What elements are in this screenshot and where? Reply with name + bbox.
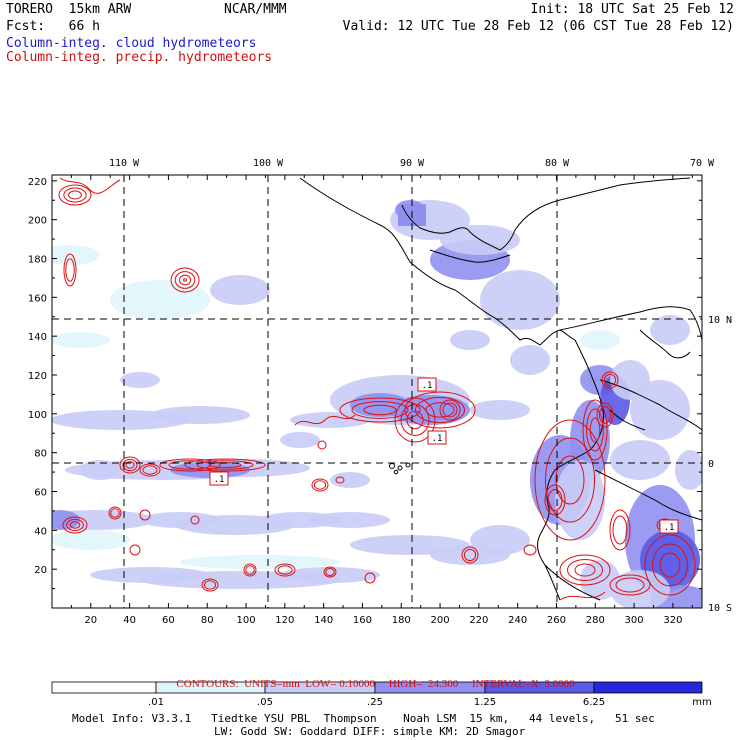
colorbar-units: mm	[692, 697, 711, 708]
longitude-label: 80 W	[545, 158, 570, 169]
longitude-label: 70 W	[690, 158, 715, 169]
contour-labels: .1 .1 .1 .1	[209, 377, 679, 534]
y-grid-labels: 20 40 60 80 100 120 140 160 180 200 220	[28, 177, 47, 576]
y-label: 140	[28, 332, 47, 343]
x-label: 20	[84, 615, 97, 626]
precip-hydrometeor-contours	[58, 177, 696, 601]
y-label: 20	[34, 565, 47, 576]
contour-label-text: .1	[432, 434, 443, 444]
model-info-line2: LW: Godd SW: Goddard DIFF: simple KM: 2D…	[214, 725, 526, 738]
colorbar-tick-label: .01	[148, 697, 164, 708]
legend-cloud-label: Column-integ. cloud hydrometeors	[6, 36, 257, 51]
latitude-labels: 10 N 0 10 S	[708, 315, 732, 614]
x-grid-labels: 20 40 60 80 100 120 140 160 180 200 220 240 260 280 30…	[84, 615, 682, 626]
longitude-label: 90 W	[400, 158, 425, 169]
model-info-line1: Model Info: V3.3.1 Tiedtke YSU PBL Thomp…	[72, 712, 655, 725]
y-label: 160	[28, 293, 47, 304]
org-label: NCAR/MMM	[224, 2, 287, 17]
plot-border	[51, 174, 703, 609]
x-label: 40	[123, 615, 136, 626]
x-label: 300	[625, 615, 644, 626]
color-scale-labels: .01 .05 .25 1.25 6.25 mm	[148, 697, 712, 708]
color-scale-bar	[51, 681, 703, 694]
contour-info: CONTOURS: UNITS=mm LOW= 0.10000 HIGH= 24…	[176, 678, 575, 690]
colorbar-tick-label: 1.25	[474, 697, 496, 708]
y-label: 60	[34, 487, 47, 498]
y-label: 100	[28, 410, 47, 421]
x-label: 80	[201, 615, 214, 626]
colorbar-tick-label: .05	[257, 697, 273, 708]
contour-label-text: .1	[214, 475, 225, 485]
longitude-label: 100 W	[253, 158, 284, 169]
y-label: 220	[28, 177, 47, 188]
grid-tick-marks	[52, 175, 702, 608]
latitude-label: 0	[708, 459, 714, 470]
longitude-label: 110 W	[109, 158, 140, 169]
x-label: 60	[162, 615, 175, 626]
x-label: 200	[431, 615, 450, 626]
x-label: 120	[275, 615, 294, 626]
x-label: 140	[314, 615, 333, 626]
lat-lon-grid	[52, 175, 702, 608]
forecast-hour: Fcst: 66 h	[6, 19, 100, 34]
y-label: 40	[34, 526, 47, 537]
valid-time: Valid: 12 UTC Tue 28 Feb 12 (06 CST Tue …	[342, 19, 734, 34]
colorbar-segment	[593, 681, 703, 694]
longitude-labels: 110 W 100 W 90 W 80 W 70 W	[109, 158, 715, 169]
contour-label-text: .1	[664, 523, 675, 533]
colorbar-tick-label: 6.25	[583, 697, 605, 708]
y-label: 180	[28, 254, 47, 265]
y-label: 80	[34, 449, 47, 460]
y-label: 200	[28, 216, 47, 227]
contour-label-text: .1	[422, 381, 433, 391]
latitude-label: 10 S	[708, 603, 732, 614]
x-label: 320	[663, 615, 682, 626]
legend-precip-label: Column-integ. precip. hydrometeors	[6, 50, 273, 65]
x-label: 100	[236, 615, 255, 626]
init-time: Init: 18 UTC Sat 25 Feb 12	[530, 2, 735, 17]
latitude-label: 10 N	[708, 315, 732, 326]
colorbar-tick-label: .25	[367, 697, 383, 708]
x-label: 160	[353, 615, 372, 626]
y-label: 120	[28, 371, 47, 382]
x-label: 220	[469, 615, 488, 626]
coastlines	[299, 177, 702, 601]
x-label: 280	[586, 615, 605, 626]
model-title: TORERO 15km ARW	[6, 2, 132, 17]
x-label: 240	[508, 615, 527, 626]
x-label: 260	[547, 615, 566, 626]
x-label: 180	[392, 615, 411, 626]
